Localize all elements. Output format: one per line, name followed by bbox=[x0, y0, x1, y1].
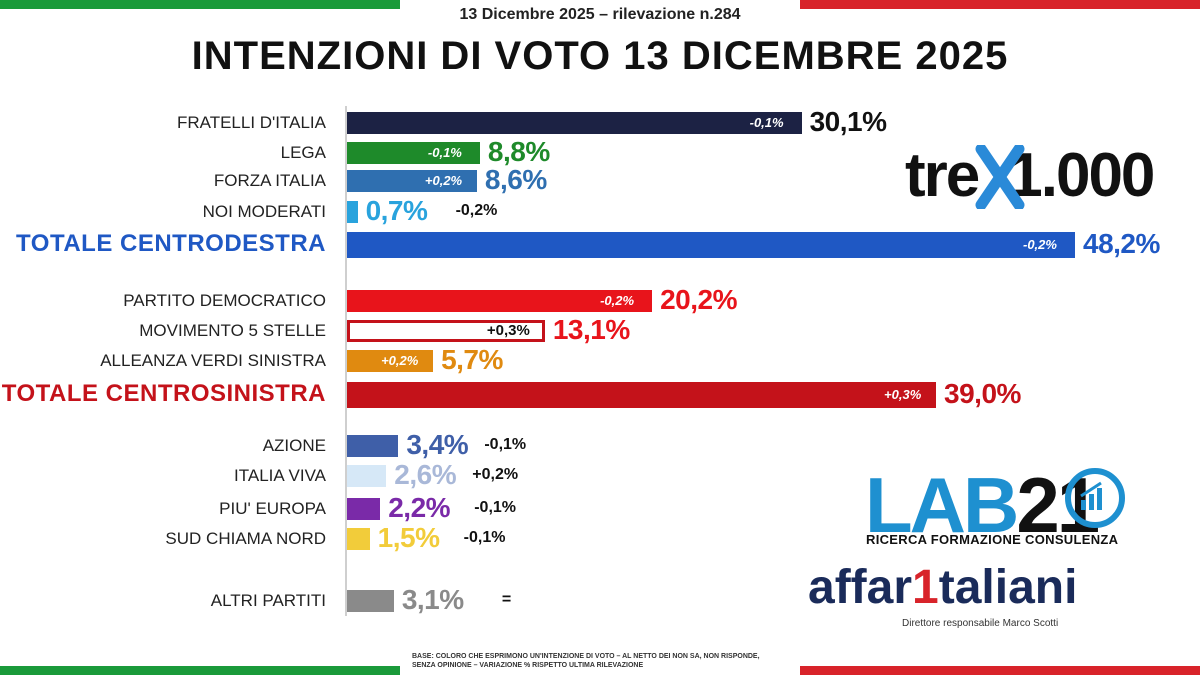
bar-iv bbox=[347, 465, 387, 487]
variation-m5s: +0,3% bbox=[486, 322, 530, 339]
bar-fi bbox=[347, 170, 477, 192]
variation-altri: = bbox=[501, 591, 512, 608]
variation-fdi: -0,1% bbox=[749, 115, 784, 130]
bar-centrosinistra bbox=[347, 382, 937, 408]
party-label-centrosinistra: TOTALE CENTROSINISTRA bbox=[1, 380, 326, 407]
value-fi: 8,6% bbox=[484, 164, 547, 195]
variation-lega: -0,1% bbox=[427, 145, 462, 160]
value-centrodestra: 48,2% bbox=[1083, 228, 1160, 259]
value-pe: 2,2% bbox=[388, 492, 451, 523]
value-azione: 3,4% bbox=[406, 429, 469, 460]
variation-pd: -0,2% bbox=[600, 293, 635, 308]
bar-m5s bbox=[347, 320, 545, 342]
variation-centrodestra: -0,2% bbox=[1023, 237, 1057, 252]
value-altri: 3,1% bbox=[401, 584, 464, 615]
value-scn: 1,5% bbox=[377, 522, 440, 553]
editor-credit: Direttore responsabile Marco Scotti bbox=[902, 618, 1059, 629]
party-label-fdi: FRATELLI D'ITALIA bbox=[176, 113, 326, 132]
value-pd: 20,2% bbox=[660, 284, 737, 315]
survey-subtitle: 13 Dicembre 2025 – rilevazione n.284 bbox=[459, 6, 741, 23]
value-iv: 2,6% bbox=[394, 459, 457, 490]
party-label-azione: AZIONE bbox=[262, 436, 326, 455]
affari-logo-part2: taliani bbox=[938, 561, 1078, 614]
variation-scn: -0,1% bbox=[463, 529, 506, 546]
bar-lega bbox=[347, 142, 480, 164]
value-nm: 0,7% bbox=[365, 195, 428, 226]
party-label-avs: ALLEANZA VERDI SINISTRA bbox=[100, 351, 326, 370]
lab21-tagline: RICERCA FORMAZIONE CONSULENZA bbox=[866, 532, 1119, 547]
methodology-footnote: BASE: COLORO CHE ESPRIMONO UN'INTENZIONE… bbox=[412, 653, 760, 669]
tre-logo-number: 1.000 bbox=[1008, 141, 1155, 210]
chart-title: INTENZIONI DI VOTO 13 DICEMBRE 2025 bbox=[191, 34, 1009, 78]
party-label-pe: PIU' EUROPA bbox=[219, 499, 326, 518]
party-label-iv: ITALIA VIVA bbox=[234, 466, 326, 485]
bar-altri bbox=[347, 590, 394, 612]
bar-scn bbox=[347, 528, 370, 550]
affaritaliani-logo: affar1taliani bbox=[808, 560, 1077, 615]
affari-logo-one: 1 bbox=[912, 561, 939, 614]
variation-avs: +0,2% bbox=[381, 353, 419, 368]
italian-flag-bottom-stripe bbox=[0, 666, 1200, 675]
bar-azione bbox=[347, 435, 399, 457]
party-label-fi: FORZA ITALIA bbox=[213, 171, 326, 190]
chart-axis-line bbox=[345, 106, 347, 616]
value-avs: 5,7% bbox=[441, 344, 503, 375]
bar-avs bbox=[347, 350, 434, 372]
party-label-m5s: MOVIMENTO 5 STELLE bbox=[139, 321, 326, 340]
value-m5s: 13,1% bbox=[552, 314, 630, 345]
variation-fi: +0,2% bbox=[424, 173, 463, 188]
lab21-logo-text: LAB bbox=[865, 461, 1019, 549]
party-label-centrodestra: TOTALE CENTRODESTRA bbox=[16, 230, 326, 257]
italian-flag-top-stripe bbox=[0, 0, 1200, 9]
bar-centrodestra bbox=[347, 232, 1075, 258]
variation-centrosinistra: +0,3% bbox=[884, 387, 922, 402]
tre-logo-text: tre bbox=[905, 141, 980, 210]
variation-nm: -0,2% bbox=[455, 202, 498, 219]
party-label-nm: NOI MODERATI bbox=[202, 202, 326, 221]
party-label-lega: LEGA bbox=[280, 143, 326, 162]
bar-pe bbox=[347, 498, 381, 520]
bar-fdi bbox=[347, 112, 802, 134]
tre-x-1000-logo: tre 1.000 bbox=[905, 140, 1155, 211]
party-label-pd: PARTITO DEMOCRATICO bbox=[123, 291, 326, 310]
party-label-altri: ALTRI PARTITI bbox=[210, 591, 326, 610]
blue-x-icon bbox=[975, 145, 1025, 209]
variation-azione: -0,1% bbox=[484, 436, 527, 453]
variation-pe: -0,1% bbox=[474, 499, 517, 516]
bar-nm bbox=[347, 201, 358, 223]
affari-logo-part1: affar bbox=[808, 561, 913, 614]
party-label-scn: SUD CHIAMA NORD bbox=[165, 529, 326, 548]
value-lega: 8,8% bbox=[487, 136, 550, 167]
value-centrosinistra: 39,0% bbox=[944, 378, 1021, 409]
lab21-chart-icon bbox=[1065, 468, 1125, 528]
variation-iv: +0,2% bbox=[472, 466, 519, 483]
bar-pd bbox=[347, 290, 653, 312]
value-fdi: 30,1% bbox=[809, 106, 887, 137]
